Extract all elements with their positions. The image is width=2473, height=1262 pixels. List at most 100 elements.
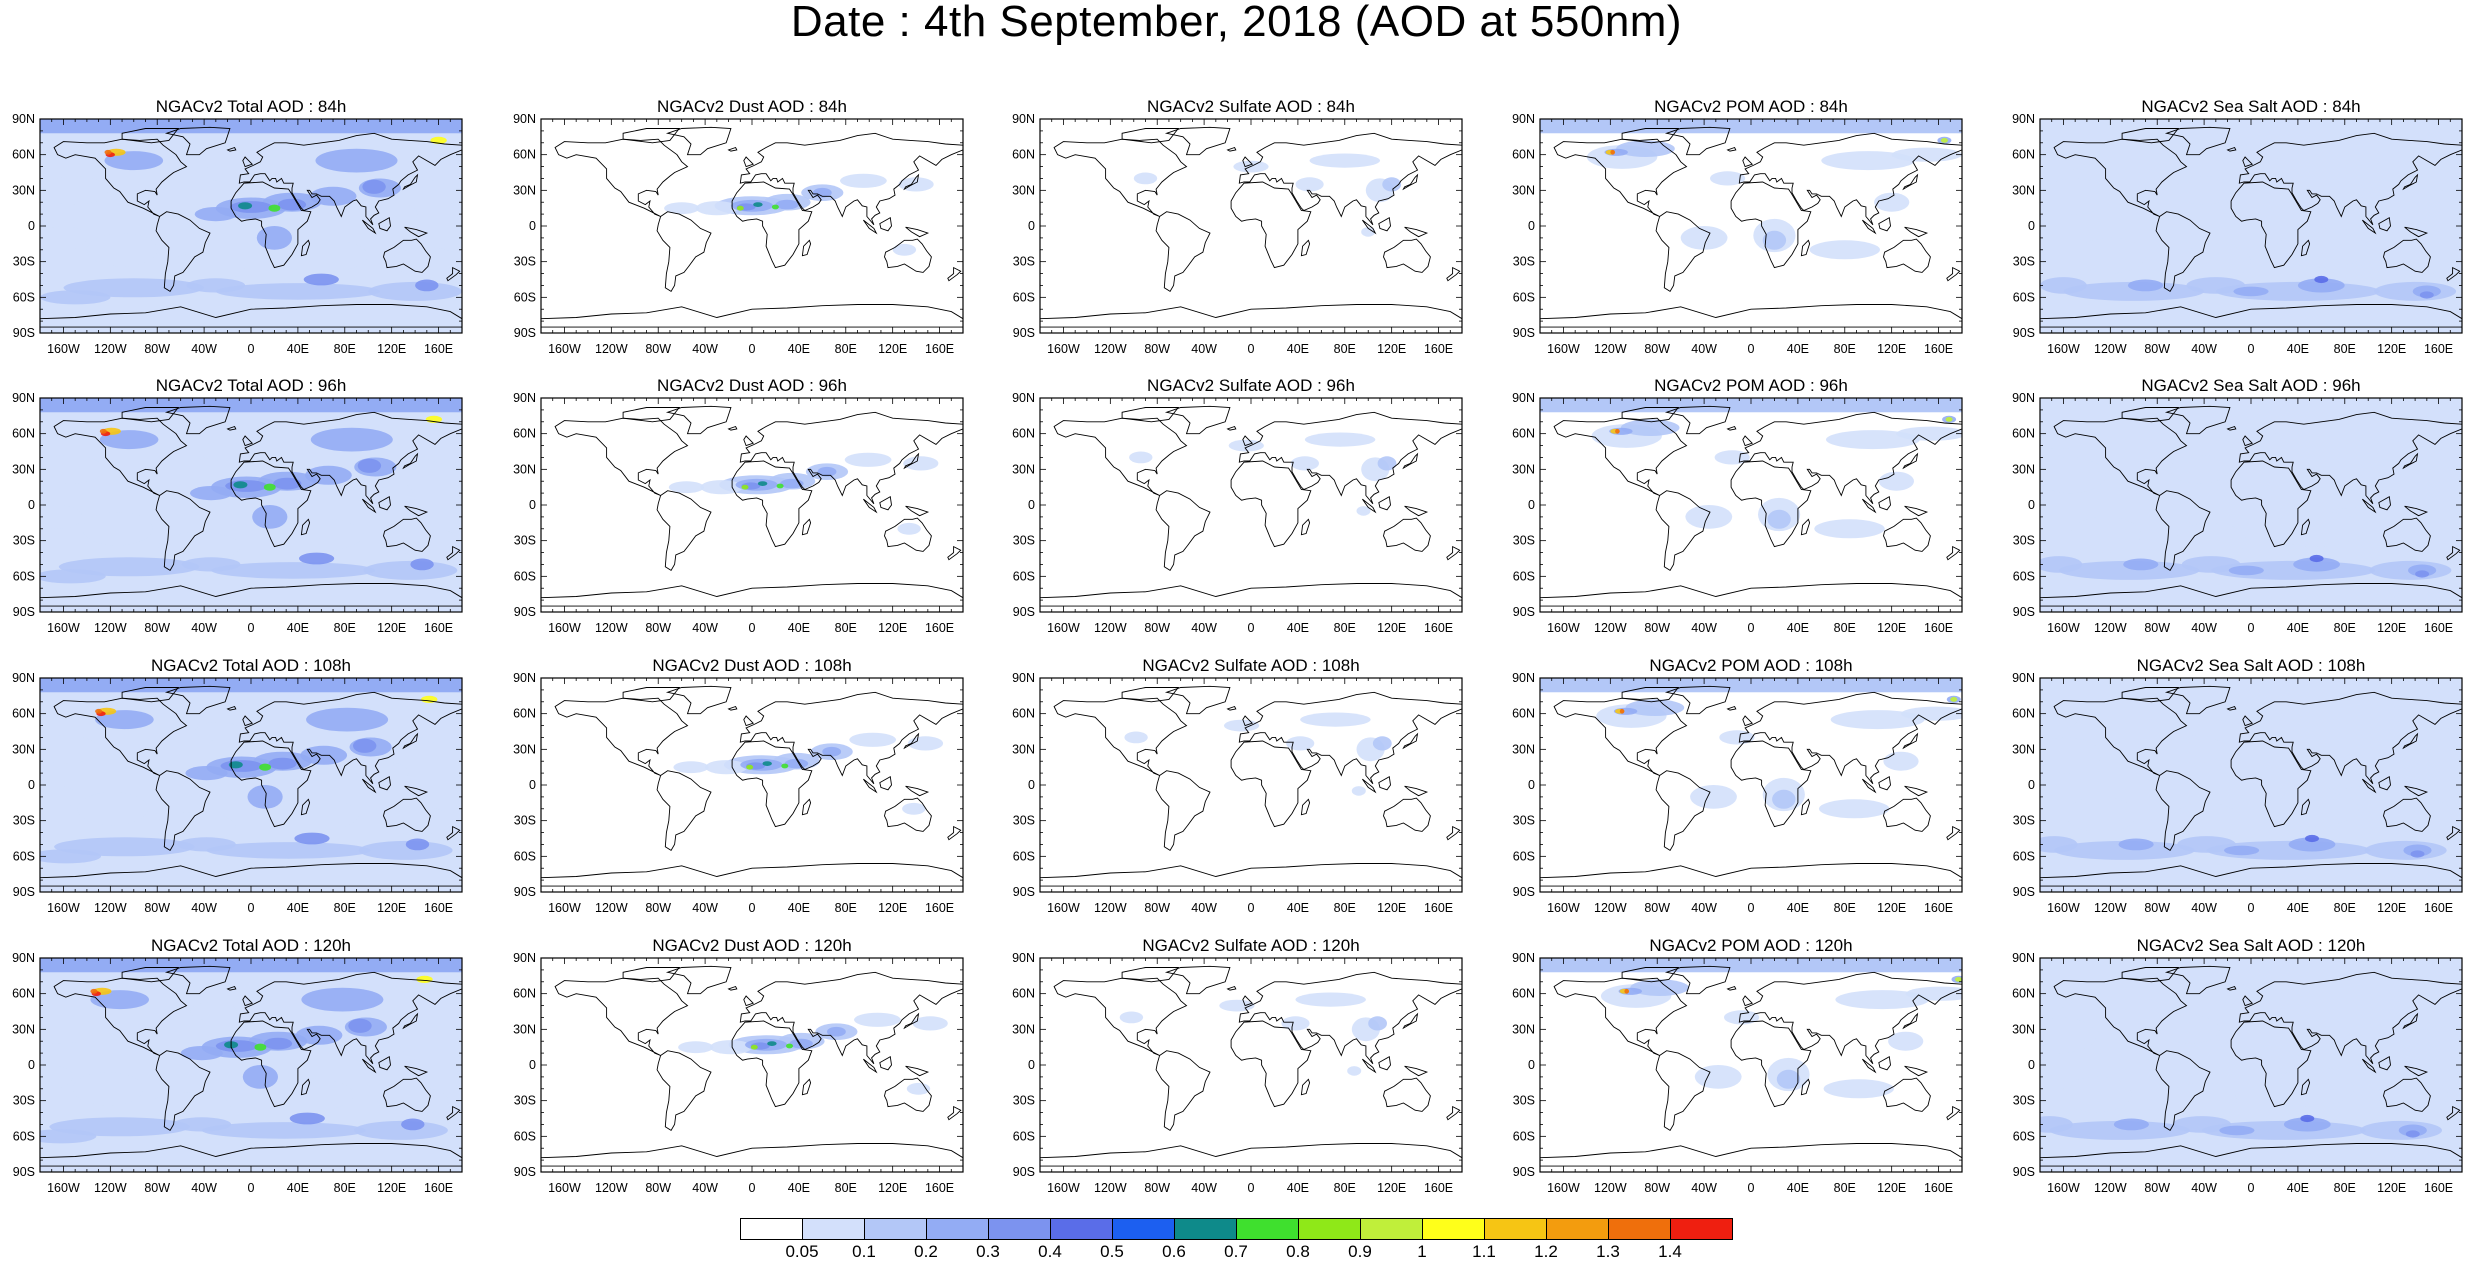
aod-blob xyxy=(2404,445,2462,470)
coastline xyxy=(300,1078,311,1096)
lat-label: 60S xyxy=(1513,290,1535,304)
colorbar-swatch xyxy=(1236,1218,1299,1240)
aod-blob xyxy=(368,281,462,301)
aod-field xyxy=(40,398,462,612)
coastline xyxy=(2155,211,2211,293)
lon-label: 80E xyxy=(334,342,356,356)
coastline xyxy=(903,1012,920,1030)
lon-label: 160E xyxy=(925,621,954,635)
coastline xyxy=(1446,545,1461,561)
lon-label: 120E xyxy=(1877,901,1906,915)
lat-label: 60N xyxy=(2012,707,2035,721)
coastline xyxy=(1226,146,1237,152)
aod-blob xyxy=(40,505,83,529)
aod-blob xyxy=(1767,509,1791,529)
lat-label: 90S xyxy=(2013,326,2035,340)
aod-blob xyxy=(247,785,283,809)
coastline xyxy=(1053,977,1188,1056)
coastline xyxy=(1446,266,1461,282)
lat-label: 30N xyxy=(513,742,536,756)
map-dust-2: 90N 60N 30N 0 30S 60S 90S 160W 120W 80W 40W 0 40E 80E… xyxy=(513,671,964,915)
aod-blob xyxy=(1356,506,1371,516)
aod-blob xyxy=(2300,1114,2315,1123)
aod-blob xyxy=(709,1040,752,1055)
coastline xyxy=(300,239,311,257)
lat-label: 30N xyxy=(12,742,35,756)
lat-label: 30N xyxy=(1012,742,1035,756)
coastline xyxy=(1378,495,1391,511)
panel-title-dust-0: NGACv2 Dust AOD : 84h xyxy=(657,97,847,116)
lon-label: 40E xyxy=(788,621,810,635)
coastline xyxy=(541,863,963,887)
coastline xyxy=(879,775,892,791)
coastline xyxy=(1226,425,1237,431)
coastline xyxy=(2383,517,2431,552)
lon-label: 120W xyxy=(1594,621,1627,635)
coastline xyxy=(402,1012,419,1030)
lat-label: 90S xyxy=(1513,605,1535,619)
colorbar-swatch xyxy=(1174,1218,1237,1240)
lat-label: 30S xyxy=(2013,1094,2035,1108)
coastline xyxy=(1946,825,1961,841)
coastline xyxy=(1878,775,1891,791)
lat-label: 30N xyxy=(1512,1022,1535,1036)
coastline xyxy=(121,128,180,144)
aod-blob xyxy=(2174,176,2234,205)
aod-field xyxy=(1040,398,1462,612)
aod-blob xyxy=(194,722,242,741)
coastline xyxy=(300,518,311,536)
aod-blob xyxy=(2309,210,2380,230)
aod-blob xyxy=(1124,731,1148,744)
coastline xyxy=(2164,965,2231,995)
lon-label: 120E xyxy=(1877,342,1906,356)
coastline xyxy=(1553,977,1688,1056)
lat-label: 0 xyxy=(529,498,536,512)
aod-blob xyxy=(1878,471,1914,491)
lon-label: 80E xyxy=(1334,621,1356,635)
aod-blob xyxy=(912,1016,948,1031)
coastline xyxy=(1040,863,1462,887)
lat-label: 90N xyxy=(1512,951,1535,965)
coastline xyxy=(2402,732,2419,750)
aod-blob xyxy=(1624,988,1629,994)
coastline xyxy=(884,797,932,832)
lat-label: 0 xyxy=(28,219,35,233)
coastline xyxy=(801,518,812,536)
colorbar-swatch xyxy=(1422,1218,1485,1240)
aod-blob xyxy=(2160,1015,2220,1044)
aod-blob xyxy=(1295,177,1324,192)
lat-label: 60S xyxy=(1513,1129,1535,1143)
coastline xyxy=(1238,132,1462,226)
aod-blob xyxy=(2269,511,2364,547)
aod-blob xyxy=(40,1129,97,1144)
aod-blob xyxy=(351,1041,404,1065)
aod-blob xyxy=(190,486,233,501)
lon-label: 120E xyxy=(878,621,907,635)
coastline xyxy=(1883,517,1931,552)
lon-label: 120E xyxy=(377,901,406,915)
colorbar-label: 0.2 xyxy=(914,1242,938,1261)
colorbar-label: 0.1 xyxy=(852,1242,876,1261)
lat-label: 90S xyxy=(13,885,35,899)
lon-label: 40W xyxy=(692,901,718,915)
colorbar-label: 1.1 xyxy=(1472,1242,1496,1261)
coastline xyxy=(1362,498,1377,514)
lon-label: 120W xyxy=(595,1181,628,1195)
aod-blob xyxy=(194,207,237,222)
coastline xyxy=(230,460,312,548)
aod-blob xyxy=(294,832,330,845)
coastline xyxy=(2238,691,2462,785)
coastline xyxy=(1242,995,1254,1007)
lon-label: 160E xyxy=(1924,342,1953,356)
aod-blob xyxy=(426,160,462,185)
lat-label: 30N xyxy=(1012,183,1035,197)
coastline xyxy=(1902,1012,1919,1030)
lon-label: 40W xyxy=(692,342,718,356)
coastline xyxy=(2362,498,2377,514)
lat-label: 60S xyxy=(13,569,35,583)
aod-blob xyxy=(2415,570,2430,578)
coastline xyxy=(1238,691,1462,785)
lon-label: 160E xyxy=(1924,621,1953,635)
coastline xyxy=(1946,545,1961,561)
coastline xyxy=(1164,405,1231,435)
